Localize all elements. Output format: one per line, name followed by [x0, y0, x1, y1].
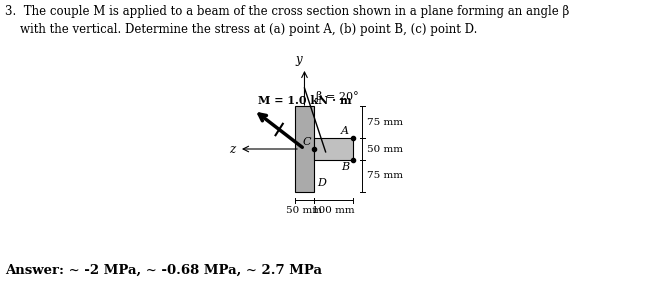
- Text: M = 1.0 kN · m: M = 1.0 kN · m: [258, 95, 352, 106]
- Text: 75 mm: 75 mm: [367, 118, 403, 127]
- Text: β = 20°: β = 20°: [316, 91, 359, 102]
- Text: Answer: ~ -2 MPa, ~ -0.68 MPa, ~ 2.7 MPa: Answer: ~ -2 MPa, ~ -0.68 MPa, ~ 2.7 MPa: [5, 264, 323, 277]
- Text: D: D: [317, 178, 326, 188]
- Text: 50 mm: 50 mm: [367, 145, 403, 154]
- Text: B: B: [342, 162, 350, 172]
- Text: 3.  The couple M is applied to a beam of the cross section shown in a plane form: 3. The couple M is applied to a beam of …: [5, 5, 570, 18]
- Bar: [295, 106, 314, 192]
- Text: z: z: [229, 143, 235, 156]
- Bar: [314, 138, 353, 160]
- Text: 100 mm: 100 mm: [313, 206, 355, 215]
- Text: 75 mm: 75 mm: [367, 171, 403, 180]
- Text: A: A: [341, 126, 349, 136]
- Text: 50 mm: 50 mm: [286, 206, 323, 215]
- Text: with the vertical. Determine the stress at (a) point A, (b) point B, (c) point D: with the vertical. Determine the stress …: [5, 23, 478, 36]
- Text: y: y: [295, 53, 302, 66]
- Text: C: C: [302, 137, 311, 147]
